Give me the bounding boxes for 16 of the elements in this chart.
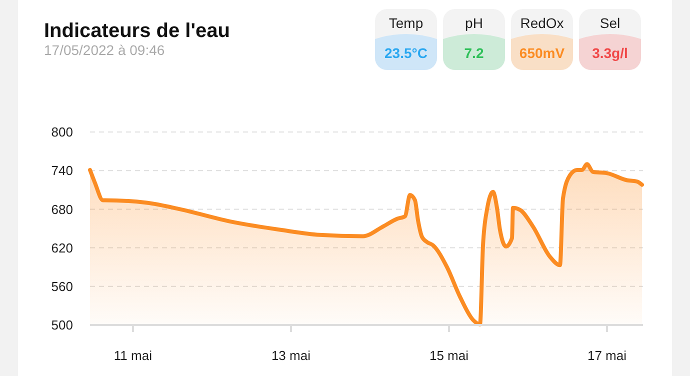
y-tick-label: 800 [51,124,73,140]
x-tick-label: 15 mai [429,348,469,363]
x-tick-label: 17 mai [587,348,627,363]
y-tick-label: 500 [51,318,73,333]
indicator-card: pH 7.2 [443,9,505,70]
indicator-card: RedOx 650mV [511,9,573,70]
y-tick-label: 680 [51,202,73,217]
indicator-card: Sel 3.3g/l [579,9,641,70]
y-tick-label: 620 [51,240,73,256]
indicator-card: Temp 23.5°C [375,9,437,70]
y-tick-label: 740 [51,163,73,178]
y-tick-label: 560 [51,278,73,294]
x-tick-label: 13 mai [271,348,311,363]
chart-title: Indicateurs de l'eau [44,20,230,42]
chart-subtitle: 17/05/2022 à 09:46 [44,42,165,58]
x-tick-label: 11 mai [114,348,152,363]
